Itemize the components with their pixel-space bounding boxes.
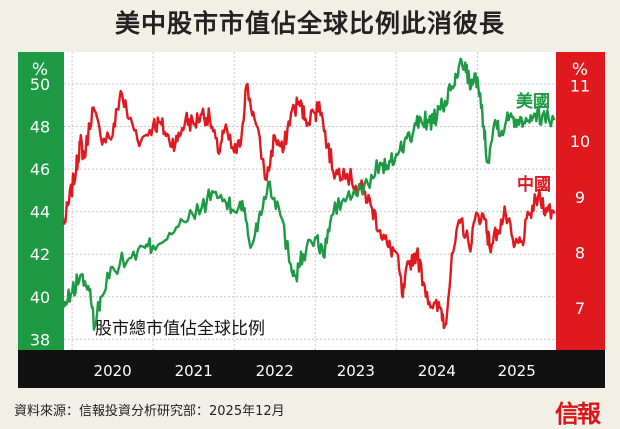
right-tick-label: 10 bbox=[570, 132, 590, 151]
x-tick-label: 2021 bbox=[175, 362, 213, 380]
x-tick-label: 2022 bbox=[256, 362, 294, 380]
chart-title: 美中股市市值佔全球比例此消彼長 bbox=[114, 9, 505, 38]
chart-annotation: 股市總市值佔全球比例 bbox=[95, 319, 265, 339]
series-line-美國 bbox=[62, 57, 556, 331]
right-tick-label: 9 bbox=[575, 188, 585, 207]
left-tick-label: 40 bbox=[30, 288, 50, 307]
x-tick-label: 2024 bbox=[418, 362, 456, 380]
left-tick-label: 48 bbox=[30, 118, 50, 137]
left-tick-label: 42 bbox=[30, 245, 50, 264]
x-tick-label: 2020 bbox=[94, 362, 132, 380]
right-tick-label: 7 bbox=[575, 299, 585, 318]
plot-area bbox=[64, 52, 556, 350]
series-line-中國 bbox=[62, 82, 556, 330]
publisher-logo: 信報 bbox=[555, 399, 601, 428]
source-note: 資料來源：信報投資分析研究部：2025年12月 bbox=[14, 404, 285, 419]
right-tick-label: 8 bbox=[575, 244, 585, 263]
left-tick-label: 38 bbox=[30, 330, 50, 349]
left-axis-panel bbox=[18, 52, 64, 350]
right-axis-unit: % bbox=[572, 60, 588, 80]
x-tick-label: 2025 bbox=[498, 362, 536, 380]
left-tick-label: 46 bbox=[30, 160, 50, 179]
right-axis-panel bbox=[556, 52, 605, 350]
right-tick-label: 11 bbox=[570, 76, 590, 95]
left-tick-label: 50 bbox=[30, 75, 50, 94]
left-axis-unit: % bbox=[32, 60, 48, 80]
series-label-cn: 中國 bbox=[517, 174, 551, 195]
x-axis-band bbox=[18, 350, 605, 388]
series-label-us: 美國 bbox=[516, 91, 550, 112]
x-tick-label: 2023 bbox=[337, 362, 375, 380]
left-tick-label: 44 bbox=[30, 203, 50, 222]
